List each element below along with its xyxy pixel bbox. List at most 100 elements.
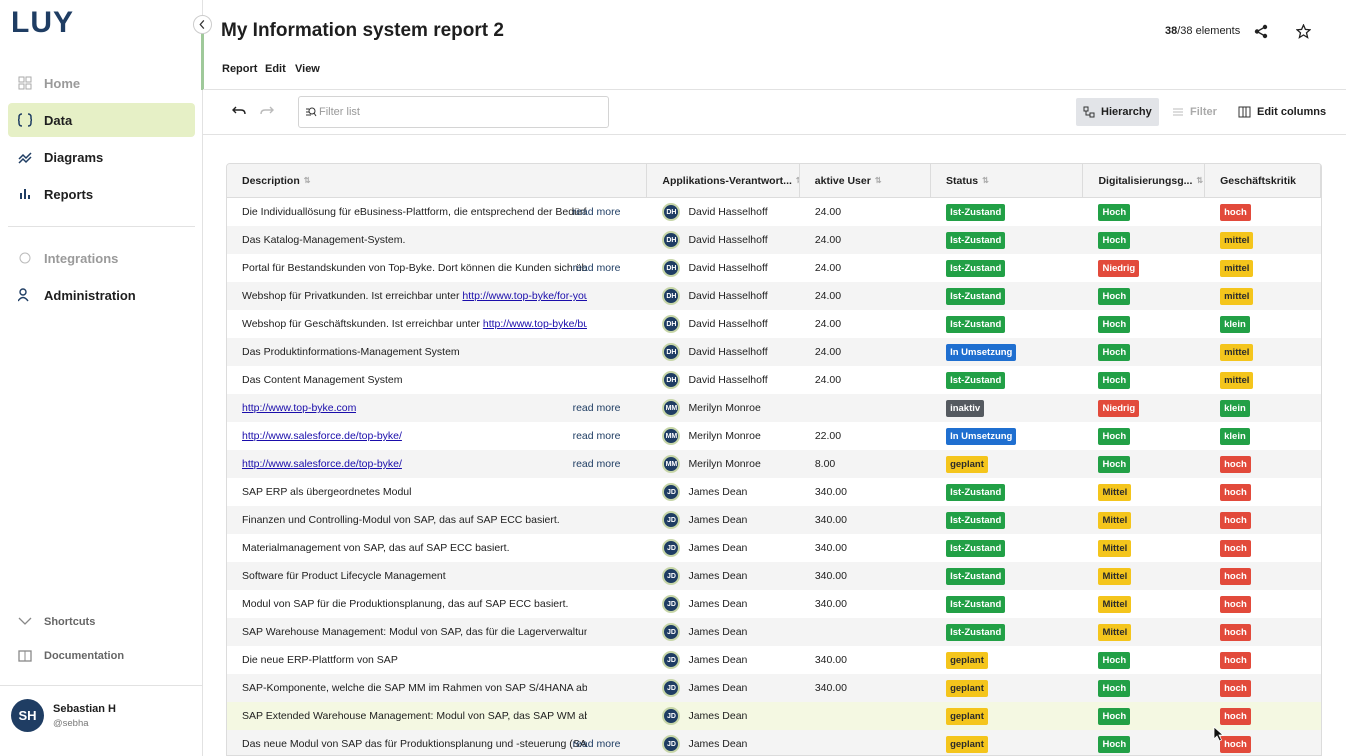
edit-columns-button[interactable]: Edit columns [1231, 98, 1333, 126]
owner-initials: JD [662, 595, 681, 613]
status-badge: geplant [946, 455, 988, 473]
description: Das Produktinformations-Management Syste… [242, 346, 460, 358]
column-header[interactable]: Geschäftskritik [1205, 164, 1321, 197]
status-badge: geplant [946, 707, 988, 725]
owner-name: James Dean [688, 626, 748, 638]
nav-shortcuts[interactable]: Shortcuts [8, 605, 195, 639]
table-row[interactable]: SAP ERP als übergeordnetes Modul JD James … [227, 478, 1321, 506]
read-more[interactable]: read more [572, 430, 621, 442]
icon [1238, 106, 1251, 118]
nav-label: Data [44, 112, 73, 128]
read-more[interactable]: read more [572, 206, 621, 218]
status-badge: Ist-Zustand [946, 539, 1006, 557]
link[interactable]: http://www.salesforce.de/top-byke/ [242, 430, 402, 442]
table-row[interactable]: Das Produktinformations-Management Syste… [227, 338, 1321, 366]
description-cell: Die neue ERP-Plattform von SAP [227, 646, 647, 674]
filter-button[interactable]: Filter [1165, 98, 1224, 126]
status-badge: Ist-Zustand [946, 595, 1006, 613]
digital-cell: Niedrig [1083, 394, 1205, 422]
table-row[interactable]: Die Individuallösung für eBusiness-Platt… [227, 198, 1321, 226]
user-avatar[interactable]: SH [11, 699, 44, 732]
description-cell: Webshop für Privatkunden. Ist erreichbar… [227, 282, 647, 310]
description: SAP Extended Warehouse Management: Modul… [242, 710, 587, 722]
description-cell: Software für Product Lifecycle Managemen… [227, 562, 647, 590]
table-row[interactable]: http://www.salesforce.de/top-byke/read m… [227, 450, 1321, 478]
read-more[interactable]: read more [572, 458, 621, 470]
table-row[interactable]: http://www.top-byke.com read more MM Merily… [227, 394, 1321, 422]
nav-administration[interactable]: Administration [8, 278, 195, 312]
filter-input[interactable]: Filter list [298, 96, 609, 128]
critical-cell: mittel [1205, 366, 1321, 394]
favorite-button[interactable] [1296, 24, 1311, 39]
table-row[interactable]: Software für Product Lifecycle Managemen… [227, 562, 1321, 590]
table-row[interactable]: SAP Warehouse Management: Modul von SAP,… [227, 618, 1321, 646]
critical-badge: klein [1220, 427, 1250, 445]
hierarchy-button[interactable]: Hierarchy [1076, 98, 1159, 126]
read-more[interactable]: read more [572, 738, 621, 750]
description: Webshop für Privatkunden. Ist erreichbar… [242, 290, 463, 302]
table-row[interactable]: Modul von SAP für die Produktionsplanung… [227, 590, 1321, 618]
link[interactable]: http://www.salesforce.de/top-byke/ [242, 458, 402, 470]
nav-integrations[interactable]: Integrations [8, 241, 195, 275]
status-cell: Ist-Zustand [931, 310, 1083, 338]
menu-report[interactable]: Report [222, 63, 258, 75]
table-row[interactable]: SAP-Komponente, welche die SAP MM im Rah… [227, 674, 1321, 702]
nav-data[interactable]: Data [8, 103, 195, 137]
table-row[interactable]: Portal für Bestandskunden von Top-Byke. … [227, 254, 1321, 282]
read-more[interactable]: read more [572, 262, 621, 274]
critical-cell: hoch [1205, 562, 1321, 590]
critical-badge: hoch [1220, 595, 1251, 613]
nav-reports[interactable]: Reports [8, 177, 195, 211]
nav-label: Diagrams [44, 149, 104, 165]
column-title: Description [242, 174, 300, 187]
logo[interactable]: LUY [11, 6, 74, 39]
column-header[interactable]: Status ⇅ [931, 164, 1084, 197]
collapse-button[interactable] [193, 15, 212, 34]
owner-cell: JD James Dean [647, 590, 799, 618]
nav-diagrams[interactable]: Diagrams [8, 140, 195, 174]
owner-initials: DH [662, 259, 681, 277]
report-title: My Information system report 2 [221, 20, 504, 41]
description: SAP-Komponente, welche die SAP MM im Rah… [242, 682, 587, 694]
share-button[interactable] [1254, 24, 1269, 39]
table-row[interactable]: http://www.salesforce.de/top-byke/read m… [227, 422, 1321, 450]
table-row[interactable]: Die neue ERP-Plattform von SAP JD James De… [227, 646, 1321, 674]
accent-bar [201, 30, 204, 90]
critical-cell: hoch [1205, 534, 1321, 562]
menu-view[interactable]: View [295, 63, 320, 75]
table-row[interactable]: Das Content Management System DH David Has… [227, 366, 1321, 394]
link[interactable]: http://www.top-byke.com [242, 402, 357, 414]
undo-button[interactable] [232, 105, 246, 117]
table-row[interactable]: Webshop für Geschäftskunden. Ist erreich… [227, 310, 1321, 338]
nav-documentation[interactable]: Documentation [8, 639, 195, 673]
column-header[interactable]: aktive User ⇅ [800, 164, 932, 197]
filter-placeholder: Filter list [319, 106, 360, 118]
status-badge: In Umsetzung [946, 343, 1017, 361]
table-row[interactable]: Finanzen und Controlling-Modul von SAP, … [227, 506, 1321, 534]
table-row[interactable]: Materialmanagement von SAP, das auf SAP … [227, 534, 1321, 562]
link[interactable]: http://www.top-byke/for-you/ [462, 290, 587, 302]
read-more[interactable]: read more [572, 402, 621, 414]
description: Das neue Modul von SAP das für Produktio… [242, 738, 587, 750]
table-row[interactable]: SAP Extended Warehouse Management: Modul… [227, 702, 1321, 730]
redo-button[interactable] [260, 105, 274, 117]
link[interactable]: http://www.top-byke/business/ [482, 318, 587, 330]
description: Portal für Bestandskunden von Top-Byke. … [242, 262, 587, 274]
digital-badge: Hoch [1098, 427, 1131, 445]
column-header[interactable]: Description ⇅ [227, 164, 648, 197]
digital-badge: Hoch [1098, 735, 1131, 753]
table-row[interactable]: Das neue Modul von SAP das für Produktio… [227, 730, 1321, 755]
table-row[interactable]: Webshop für Privatkunden. Ist erreichbar… [227, 282, 1321, 310]
menu-edit[interactable]: Edit [265, 63, 286, 75]
status-cell: geplant [931, 646, 1083, 674]
table-row[interactable]: Das Katalog-Management-System. DH David Ha… [227, 226, 1321, 254]
icon [1173, 108, 1183, 116]
status-badge: geplant [946, 735, 988, 753]
column-header[interactable]: Digitalisierungsg... ⇅ [1083, 164, 1206, 197]
critical-badge: hoch [1220, 679, 1251, 697]
owner-initials: JD [662, 735, 681, 753]
owner-name: James Dean [688, 570, 748, 582]
nav-label: Shortcuts [44, 616, 96, 628]
column-header[interactable]: Applikations-Verantwort... ⇅ [647, 164, 800, 197]
nav-home[interactable]: Home [8, 66, 195, 100]
